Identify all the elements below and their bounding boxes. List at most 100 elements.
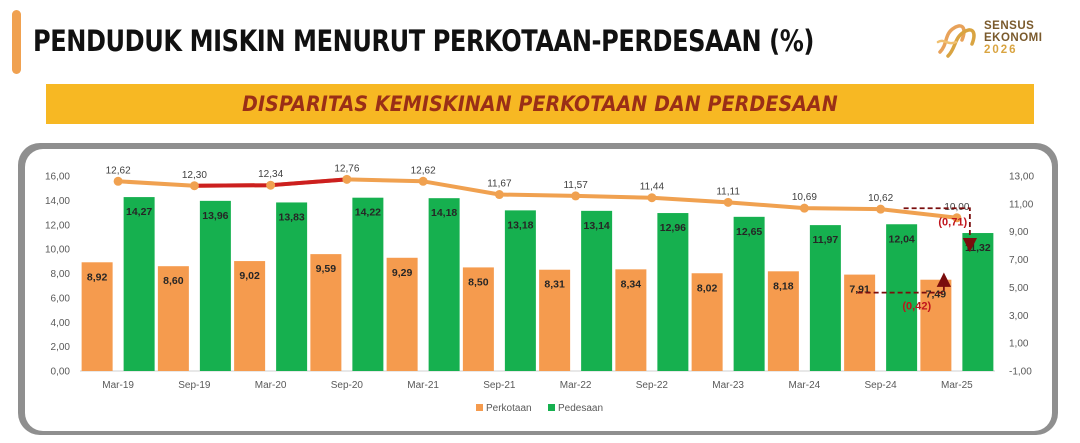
disparity-point [189,181,199,191]
data-label-pedesaan: 11,32 [965,242,991,254]
data-label-perkotaan: 8,34 [621,278,642,290]
bar-pedesaan [962,233,994,371]
y-right-tick-label: -1,00 [1009,367,1032,378]
bar-perkotaan [844,274,876,371]
sensus-ekonomi-logo: SENSUS EKONOMI 2026 [934,16,1074,62]
data-label-perkotaan: 9,29 [392,267,413,279]
y-right-tick-label: 13,00 [1009,172,1034,183]
bar-perkotaan [157,266,189,371]
y-right-tick-label: 9,00 [1009,227,1029,238]
disparity-point [799,203,809,213]
y-left-tick-label: 8,00 [51,269,71,280]
bar-pedesaan [733,216,765,371]
disparity-point [571,191,581,201]
x-tick-label: Sep-22 [636,380,669,391]
disparity-label: 11,44 [640,182,665,193]
x-tick-label: Mar-25 [941,380,973,391]
banner-text: DISPARITAS KEMISKINAN PERKOTAAN DAN PERD… [242,92,838,116]
data-label-perkotaan: 7,91 [849,284,870,296]
data-label-perkotaan: 8,92 [87,271,108,283]
data-label-pedesaan: 13,18 [507,219,533,231]
x-tick-label: Mar-21 [407,380,439,391]
disparity-point [342,174,352,184]
data-label-pedesaan: 12,96 [660,222,686,234]
bar-perkotaan [234,261,266,371]
bar-perkotaan [920,279,952,371]
bar-perkotaan [386,257,418,371]
disparity-label: 11,67 [487,179,512,190]
logo-line1: SENSUS [984,20,1035,32]
bar-pedesaan [276,202,308,371]
change-arrow [857,272,952,294]
bar-pedesaan [123,197,155,371]
y-left-tick-label: 10,00 [45,245,70,256]
disparity-label: 11,57 [563,180,588,191]
disparity-point [418,176,428,186]
y-left-tick-label: 4,00 [51,318,71,329]
disparity-point [952,213,962,223]
y-right-tick-label: 3,00 [1009,311,1029,322]
disparity-label: 10,69 [792,192,817,203]
x-tick-label: Mar-19 [102,380,134,391]
disparity-label: 11,11 [716,186,740,197]
disparity-label: 10,62 [868,193,893,204]
data-label-perkotaan: 8,02 [697,282,718,294]
data-label-pedesaan: 12,04 [888,233,914,245]
bar-perkotaan [310,254,342,371]
data-label-pedesaan: 12,65 [736,226,762,238]
data-label-pedesaan: 14,22 [355,207,381,219]
disparity-label: 12,34 [258,169,283,180]
bar-perkotaan [81,262,113,371]
y-left-tick-label: 0,00 [51,367,71,378]
bar-pedesaan [809,225,841,371]
data-label-pedesaan: 11,97 [813,234,839,246]
y-right-tick-label: 5,00 [1009,283,1029,294]
data-label-pedesaan: 13,14 [583,220,609,232]
disparity-label: 10,00 [944,202,969,213]
x-tick-label: Sep-24 [865,380,898,391]
x-tick-label: Sep-21 [483,380,516,391]
data-label-perkotaan: 8,31 [544,279,565,291]
x-tick-label: Mar-23 [712,380,744,391]
change-annotation: (0,42) [902,301,931,313]
data-label-pedesaan: 13,96 [202,210,228,222]
data-label-pedesaan: 14,18 [431,207,457,219]
x-tick-label: Sep-19 [178,380,211,391]
y-left-tick-label: 16,00 [45,172,70,183]
bar-perkotaan [539,269,571,371]
disparity-point [647,193,657,203]
disparity-label: 12,62 [411,165,436,176]
x-tick-label: Mar-22 [560,380,592,391]
y-left-tick-label: 2,00 [51,342,71,353]
logo-line2: EKONOMI [984,32,1043,44]
legend-label-perkotaan: Perkotaan [486,403,532,414]
bar-pedesaan [657,213,689,371]
disparity-label: 12,62 [106,165,131,176]
logo-year: 2026 [984,44,1018,56]
y-left-tick-label: 12,00 [45,220,70,231]
bar-pedesaan [504,210,536,371]
data-label-perkotaan: 8,18 [773,280,794,292]
disparity-label: 12,30 [182,170,207,181]
data-label-perkotaan: 9,59 [316,263,337,275]
bar-perkotaan [615,269,647,371]
disparity-point [723,197,733,207]
disparity-point [113,176,123,186]
data-label-perkotaan: 8,60 [163,275,184,287]
x-tick-label: Mar-20 [255,380,287,391]
legend-swatch-perkotaan [476,404,483,411]
bar-pedesaan [352,197,384,371]
subtitle-banner: DISPARITAS KEMISKINAN PERKOTAAN DAN PERD… [46,84,1034,124]
data-label-pedesaan: 14,27 [126,206,152,218]
accent-bar [12,10,21,74]
data-label-pedesaan: 13,83 [278,211,304,223]
disparity-label: 12,76 [334,163,359,174]
y-left-tick-label: 14,00 [45,196,70,207]
y-left-tick-label: 6,00 [51,293,71,304]
bar-perkotaan [691,273,723,371]
disparity-point [266,180,276,190]
logo-text: SENSUS EKONOMI 2026 [984,20,1042,56]
legend-label-pedesaan: Pedesaan [558,403,603,414]
disparity-point [876,204,886,214]
